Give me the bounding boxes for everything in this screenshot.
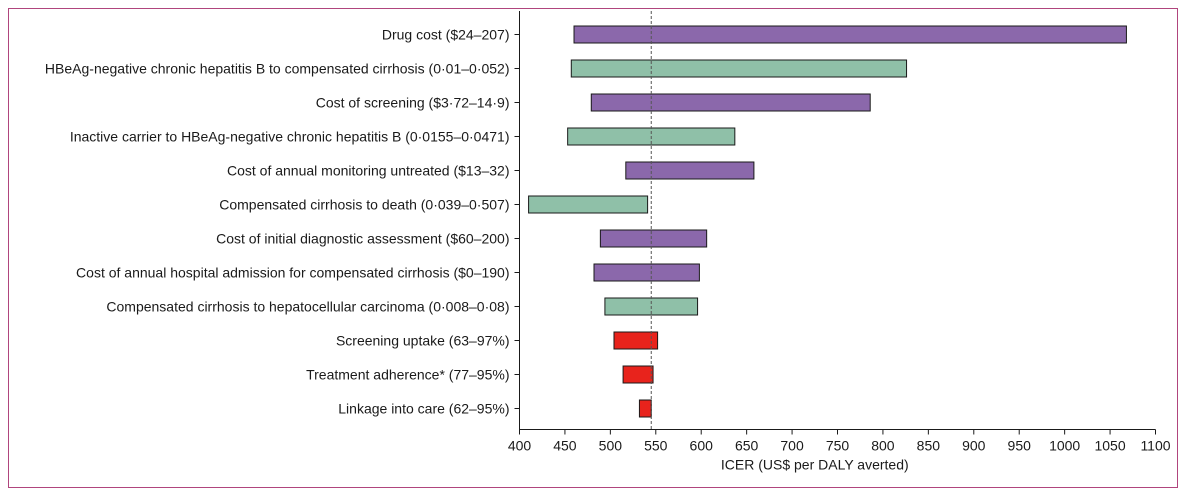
bar: [570, 59, 908, 78]
category-label: Cost of annual hospital admission for co…: [76, 265, 509, 281]
category-label: HBeAg-negative chronic hepatitis B to co…: [45, 61, 510, 77]
bar: [528, 195, 649, 214]
x-tick-label: 700: [780, 438, 804, 454]
x-tick-label: 750: [826, 438, 850, 454]
x-tick-label: 450: [553, 438, 577, 454]
x-tick-label: 500: [599, 438, 623, 454]
x-tick-label: 950: [1008, 438, 1032, 454]
category-label: Cost of annual monitoring untreated ($13…: [227, 163, 510, 179]
x-tick-label: 850: [917, 438, 941, 454]
category-label: Drug cost ($24–207): [382, 27, 510, 43]
tornado-chart: Drug cost ($24–207) HBeAg-negative chroni…: [45, 11, 1171, 473]
bars: [528, 25, 1127, 418]
x-axis: 400 450 500 550 600 650 700 750 800 850 900 950 1000…: [508, 11, 1171, 454]
figure-frame: Drug cost ($24–207) HBeAg-negative chroni…: [8, 8, 1178, 488]
category-label: Treatment adherence* (77–95%): [306, 367, 509, 383]
bar: [613, 331, 659, 350]
bar: [593, 263, 700, 282]
bar: [599, 229, 708, 248]
category-label: Linkage into care (62–95%): [338, 401, 509, 417]
category-label: Compensated cirrhosis to hepatocellular …: [106, 299, 509, 315]
bar: [573, 25, 1127, 44]
x-tick-label: 600: [690, 438, 714, 454]
x-tick-label: 1000: [1049, 438, 1080, 454]
x-tick-label: 1100: [1140, 438, 1170, 454]
x-axis-title: ICER (US$ per DALY averted): [721, 457, 909, 473]
x-tick-label: 1050: [1094, 438, 1125, 454]
category-label: Compensated cirrhosis to death (0·039–0·…: [219, 197, 509, 213]
x-tick-label: 900: [962, 438, 986, 454]
category-label: Cost of initial diagnostic assessment ($…: [216, 231, 509, 247]
x-tick-label: 650: [735, 438, 759, 454]
category-label: Inactive carrier to HBeAg-negative chron…: [70, 129, 510, 145]
category-label: Cost of screening ($3·72–14·9): [316, 95, 510, 111]
bar: [625, 161, 755, 180]
category-label: Screening uptake (63–97%): [336, 333, 510, 349]
bar: [638, 399, 652, 418]
bar: [622, 365, 654, 384]
category-labels: Drug cost ($24–207) HBeAg-negative chroni…: [45, 27, 510, 417]
x-tick-label: 800: [871, 438, 895, 454]
x-tick-label: 550: [644, 438, 668, 454]
x-tick-label: 400: [508, 438, 532, 454]
bar: [590, 93, 871, 112]
